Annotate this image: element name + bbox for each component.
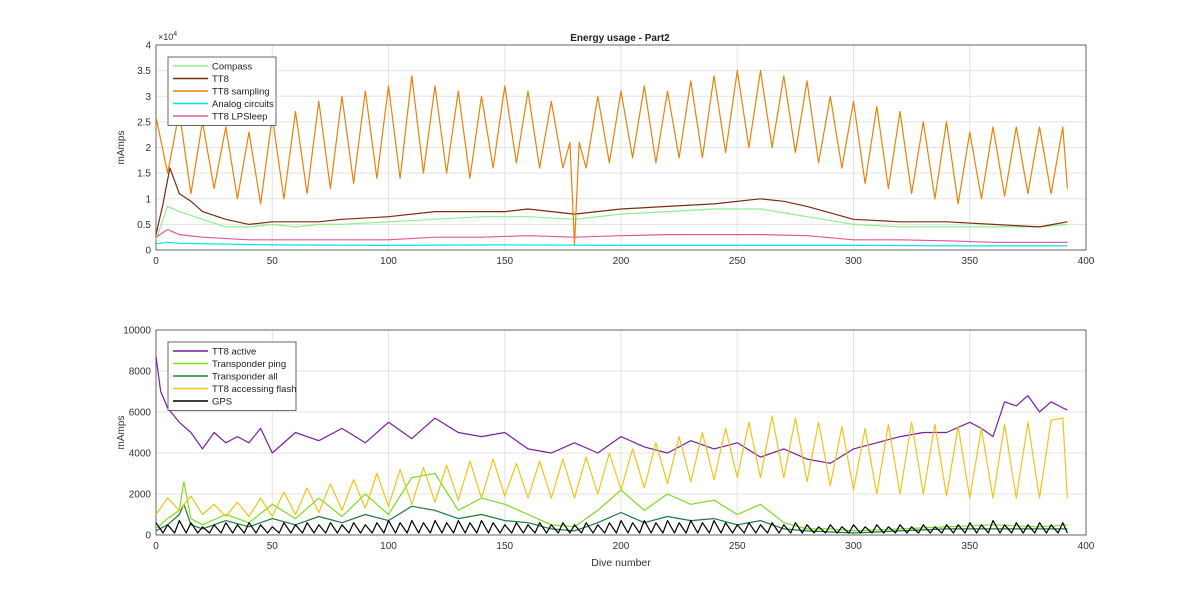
y-tick-label: 2000 — [129, 490, 152, 501]
y-tick-label: 3 — [145, 92, 151, 103]
y-exponent-label: ×104 — [158, 31, 177, 42]
legend-entry: GPS — [212, 397, 232, 408]
x-tick-label: 200 — [613, 256, 630, 267]
legend-entry: TT8 LPSleep — [212, 112, 267, 123]
x-tick-label: 0 — [153, 256, 159, 267]
x-tick-label: 100 — [380, 541, 397, 552]
y-tick-label: 0.5 — [137, 220, 151, 231]
x-tick-label: 50 — [267, 541, 279, 552]
legend-entry: TT8 active — [212, 347, 256, 358]
x-tick-label: 150 — [496, 256, 513, 267]
y-tick-label: 4000 — [129, 449, 152, 460]
x-tick-label: 350 — [961, 256, 978, 267]
x-tick-label: 400 — [1078, 541, 1095, 552]
y-tick-label: 4 — [145, 41, 151, 52]
y-tick-label: 0 — [145, 246, 151, 257]
x-tick-label: 350 — [961, 541, 978, 552]
series-line-tt8-sampling — [155, 69, 1068, 246]
legend-box — [167, 56, 277, 126]
y-tick-label: 8000 — [129, 367, 152, 378]
y-tick-label: 2.5 — [137, 117, 151, 128]
x-tick-label: 300 — [845, 541, 862, 552]
series-line-tt8-lpsleep — [155, 228, 1068, 243]
y-tick-label: 6000 — [129, 408, 152, 419]
y-tick-label: 0 — [145, 531, 151, 542]
top-panel: 0 50 100 150 200 250 300 350 400 0 0.5 1 1.5 2 2.5 3 3.5… — [116, 31, 1095, 267]
y-tick-label: 1 — [145, 194, 151, 205]
series-line-tt8 — [155, 167, 1068, 235]
legend-entry: Analog circuits — [212, 99, 274, 110]
x-tick-label: 150 — [496, 541, 513, 552]
y-tick-label: 10000 — [123, 326, 151, 337]
y-tick-label: 2 — [145, 143, 151, 154]
series-line-gps — [155, 519, 1068, 534]
series-line-tt8-active — [155, 356, 1068, 464]
legend-entry: Compass — [212, 62, 252, 73]
legend-entry: TT8 accessing flash — [212, 384, 296, 395]
axes-frame — [155, 329, 1087, 536]
x-tick-label: 300 — [845, 256, 862, 267]
legend-entry: TT8 — [212, 74, 229, 85]
axes-frame — [155, 44, 1087, 251]
x-tick-label: 400 — [1078, 256, 1095, 267]
x-tick-label: 250 — [729, 541, 746, 552]
x-axis-label: Dive number — [591, 557, 651, 569]
legend-entry: TT8 sampling — [212, 87, 270, 98]
series-line-compass — [155, 205, 1068, 240]
legend-entry: Transponder ping — [212, 359, 286, 370]
y-tick-label: 3.5 — [137, 66, 151, 77]
x-tick-label: 0 — [153, 541, 159, 552]
series-line-analog-circuits — [155, 241, 1068, 247]
y-tick-label: 1.5 — [137, 169, 151, 180]
series-line-transponder-ping — [155, 472, 1068, 532]
series-line-tt8-accessing-flash — [155, 415, 1068, 518]
legend-entry: Transponder all — [212, 372, 278, 383]
figure-title: Energy usage - Part2 — [570, 33, 670, 44]
bottom-panel: 0 50 100 150 200 250 300 350 4000200040006000800… — [116, 326, 1095, 570]
x-tick-label: 100 — [380, 256, 397, 267]
x-tick-label: 250 — [729, 256, 746, 267]
y-axis-label: mAmps — [116, 416, 127, 450]
x-tick-label: 200 — [613, 541, 630, 552]
y-axis-label: mAmps — [116, 131, 127, 165]
x-tick-label: 50 — [267, 256, 279, 267]
